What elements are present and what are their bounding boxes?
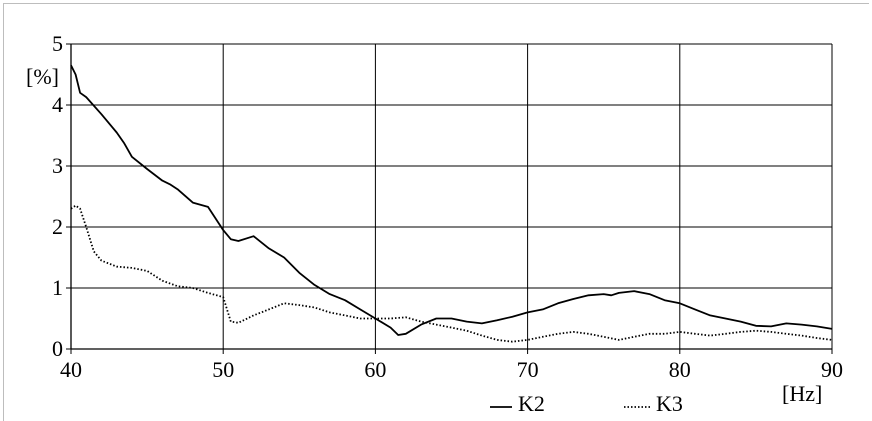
x-tick-label: 60	[364, 357, 386, 382]
x-tick-label: 70	[517, 357, 539, 382]
y-axis-label: [%]	[26, 64, 59, 89]
x-axis-label: [Hz]	[782, 381, 822, 406]
legend: K2 K3	[490, 391, 683, 416]
y-tick-label: 4	[52, 92, 63, 117]
y-tick-label: 3	[52, 153, 63, 178]
axes	[66, 43, 833, 354]
series-line-k2	[70, 64, 833, 336]
series-lines	[70, 64, 833, 343]
tick-labels: 0 1 2 3 4 5 40 50 60 70 80 90	[52, 31, 843, 382]
legend-label-k2: K2	[518, 391, 545, 416]
y-tick-label: 2	[52, 214, 63, 239]
x-tick-label: 90	[821, 357, 843, 382]
y-tick-label: 1	[52, 275, 63, 300]
y-tick-label: 5	[52, 31, 63, 56]
legend-label-k3: K3	[656, 391, 683, 416]
x-tick-label: 80	[669, 357, 691, 382]
series-line-k3	[70, 204, 833, 343]
grid-lines	[71, 43, 833, 349]
y-tick-label: 0	[52, 336, 63, 361]
chart-frame	[3, 3, 869, 421]
x-tick-label: 40	[60, 357, 82, 382]
x-tick-label: 50	[212, 357, 234, 382]
